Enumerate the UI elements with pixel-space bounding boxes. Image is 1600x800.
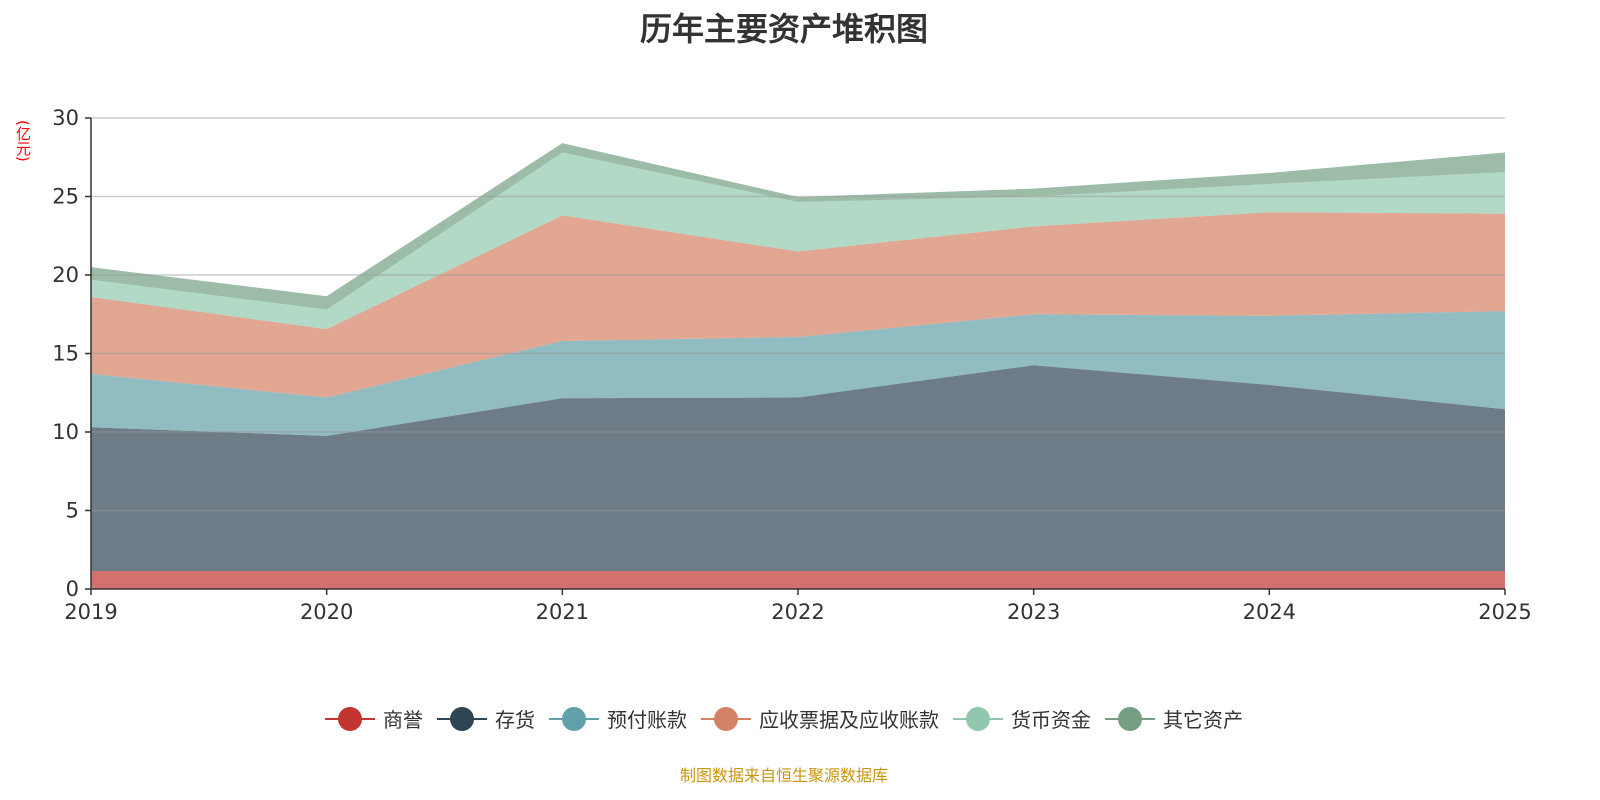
legend-marker-icon	[1105, 706, 1155, 732]
legend-item-4[interactable]: 货币资金	[953, 704, 1091, 733]
legend: 商誉 存货 预付账款 应收票据及应收账款 货币资金 其它资产	[0, 704, 1568, 733]
x-tick-label: 2025	[1478, 600, 1531, 624]
legend-label: 其它资产	[1163, 708, 1243, 732]
x-tick-label: 2022	[771, 600, 824, 624]
x-tick-label: 2021	[536, 600, 589, 624]
y-axis-unit-label: (亿元)	[14, 120, 32, 162]
legend-item-0[interactable]: 商誉	[325, 704, 423, 733]
legend-label: 预付账款	[607, 708, 687, 732]
legend-label: 商誉	[383, 708, 423, 732]
area-series-5	[91, 143, 1505, 310]
area-series-0	[91, 570, 1505, 589]
legend-marker-icon	[325, 706, 375, 732]
legend-marker-icon	[701, 706, 751, 732]
legend-label: 应收票据及应收账款	[759, 708, 939, 732]
legend-marker-icon	[953, 706, 1003, 732]
legend-label: 货币资金	[1011, 708, 1091, 732]
area-series-3	[91, 212, 1505, 398]
y-tick-label: 30	[52, 106, 79, 130]
x-tick-label: 2024	[1243, 600, 1296, 624]
y-tick-label: 15	[52, 342, 79, 366]
legend-item-2[interactable]: 预付账款	[549, 704, 687, 733]
data-source-note: 制图数据来自恒生聚源数据库	[679, 766, 888, 785]
y-tick-label: 5	[66, 499, 79, 523]
legend-item-3[interactable]: 应收票据及应收账款	[701, 704, 939, 733]
chart-title: 历年主要资产堆积图	[639, 10, 928, 48]
legend-marker-icon	[437, 706, 487, 732]
legend-marker-icon	[549, 706, 599, 732]
x-tick-label: 2023	[1007, 600, 1060, 624]
x-tick-label: 2020	[300, 600, 353, 624]
area-series-1	[91, 365, 1505, 571]
y-tick-label: 20	[52, 263, 79, 287]
legend-item-1[interactable]: 存货	[437, 704, 535, 733]
y-tick-label: 0	[66, 577, 79, 601]
area-series-2	[91, 311, 1505, 436]
x-tick-label: 2019	[64, 600, 117, 624]
legend-item-5[interactable]: 其它资产	[1105, 704, 1243, 733]
y-tick-label: 25	[52, 185, 79, 209]
y-tick-label: 10	[52, 420, 79, 444]
legend-label: 存货	[495, 708, 535, 732]
